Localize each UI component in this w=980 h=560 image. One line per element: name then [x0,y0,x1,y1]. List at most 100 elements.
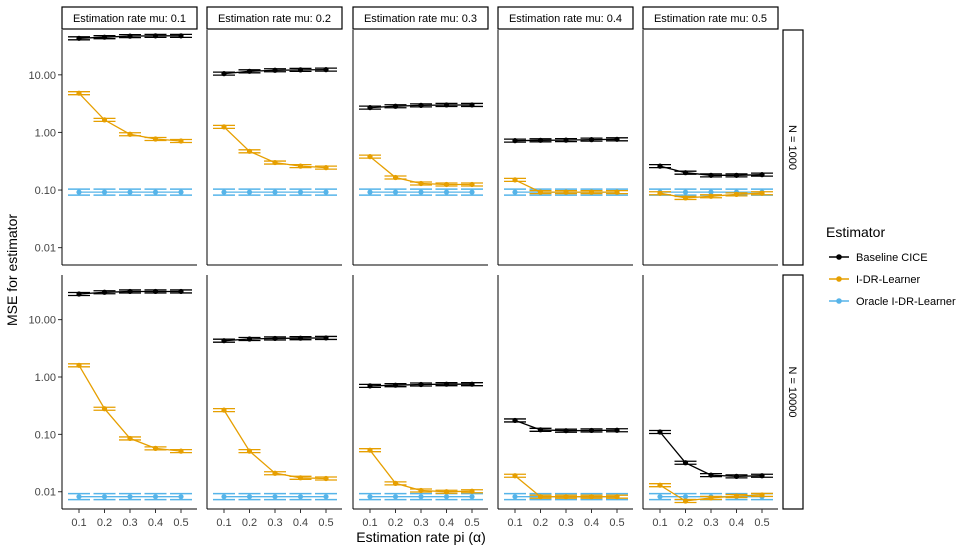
data-point-i-dr-learner [152,136,159,142]
data-point-oracle-i-dr-learner [323,494,329,500]
data-point-baseline-cice [152,33,159,39]
x-tick-label: 0.5 [609,517,624,529]
data-point-i-dr-learner [392,480,399,486]
data-point-oracle-i-dr-learner [682,494,689,500]
data-point-baseline-cice [323,67,329,73]
data-point-baseline-cice [512,417,518,424]
data-point-oracle-i-dr-learner [297,189,304,195]
data-point-i-dr-learner [101,406,108,412]
data-point-i-dr-learner [733,493,740,499]
data-point-baseline-cice [178,288,184,295]
data-point-baseline-cice [323,335,329,341]
data-point-i-dr-learner [323,475,329,482]
data-point-baseline-cice [101,289,108,295]
data-point-baseline-cice [367,104,373,111]
data-point-baseline-cice [246,68,253,74]
data-point-i-dr-learner [682,498,689,504]
y-tick-label: 0.10 [35,429,56,441]
data-point-i-dr-learner [657,190,663,196]
data-point-baseline-cice [127,33,133,39]
x-tick-label: 0.2 [678,517,693,529]
y-tick-label: 1.00 [35,372,56,384]
data-point-baseline-cice [76,35,82,41]
data-point-i-dr-learner [537,189,544,195]
data-point-i-dr-learner [469,181,475,188]
data-point-baseline-cice [392,382,399,388]
data-point-baseline-cice [418,102,424,108]
data-point-i-dr-learner [76,362,82,368]
data-point-i-dr-learner [367,447,373,453]
data-point-i-dr-learner [759,190,765,196]
data-point-baseline-cice [221,338,227,344]
data-point-baseline-cice [469,102,475,108]
data-point-baseline-cice [733,473,740,480]
data-point-oracle-i-dr-learner [657,494,663,500]
x-tick-label: 0.1 [71,517,86,529]
data-point-i-dr-learner [418,180,424,187]
x-tick-label: 0.3 [413,517,428,529]
data-point-baseline-cice [272,67,278,73]
legend-label: Baseline CICE [856,252,928,264]
x-tick-label: 0.4 [439,517,454,529]
y-tick-label: 0.10 [35,185,56,197]
data-point-i-dr-learner [682,195,689,201]
x-tick-label: 0.1 [507,517,522,529]
data-point-oracle-i-dr-learner [221,189,227,195]
data-point-oracle-i-dr-learner [127,189,133,195]
y-tick-label: 10.00 [28,70,56,82]
data-point-baseline-cice [682,460,689,466]
facet-strip-col-4 [497,6,634,30]
data-point-oracle-i-dr-learner [682,189,689,195]
facet-strip-col-1 [61,6,198,30]
facet-label-col-2: Estimation rate mu: 0.2 [218,13,331,25]
x-tick-label: 0.2 [388,517,403,529]
data-point-i-dr-learner [367,154,373,160]
data-point-oracle-i-dr-learner [512,494,518,500]
data-point-oracle-i-dr-learner [367,494,373,500]
facet-strip-col-2 [206,6,343,30]
data-point-i-dr-learner [101,117,108,123]
data-point-baseline-cice [76,291,82,297]
data-point-i-dr-learner [614,189,620,195]
legend-key-point [836,298,842,304]
data-point-oracle-i-dr-learner [152,494,159,500]
data-point-i-dr-learner [297,475,304,481]
data-point-oracle-i-dr-learner [101,189,108,195]
data-point-oracle-i-dr-learner [392,494,399,500]
series-line-i-dr-learner [223,409,327,480]
x-tick-label: 0.3 [122,517,137,529]
x-tick-label: 0.4 [293,517,308,529]
data-point-i-dr-learner [246,448,253,454]
data-point-baseline-cice [367,383,373,389]
data-point-baseline-cice [614,427,620,433]
data-point-baseline-cice [733,172,740,178]
data-point-i-dr-learner [657,482,663,488]
facet-label-col-3: Estimation rate mu: 0.3 [364,13,477,25]
data-point-oracle-i-dr-learner [246,494,253,500]
data-point-oracle-i-dr-learner [178,189,184,195]
data-point-i-dr-learner [588,494,595,500]
data-point-i-dr-learner [588,189,595,195]
data-point-i-dr-learner [418,487,424,494]
x-tick-label: 0.2 [97,517,112,529]
data-point-baseline-cice [708,472,714,478]
data-point-i-dr-learner [563,494,569,500]
data-point-oracle-i-dr-learner [178,494,184,500]
data-point-i-dr-learner [76,90,82,96]
data-point-i-dr-learner [178,448,184,454]
data-point-oracle-i-dr-learner [443,189,450,195]
x-axis-label: Estimation rate pi (α) [356,529,485,545]
x-tick-label: 0.2 [533,517,548,529]
data-point-baseline-cice [708,172,714,178]
legend-label: I-DR-Learner [856,274,921,286]
data-point-i-dr-learner [152,445,159,451]
data-point-i-dr-learner [512,177,518,183]
data-point-i-dr-learner [708,193,714,199]
facet-label-col-4: Estimation rate mu: 0.4 [509,13,622,25]
data-point-oracle-i-dr-learner [101,494,108,500]
data-point-baseline-cice [127,288,133,295]
data-point-i-dr-learner [323,165,329,171]
data-point-baseline-cice [443,381,450,387]
legend-key-point [836,276,842,282]
